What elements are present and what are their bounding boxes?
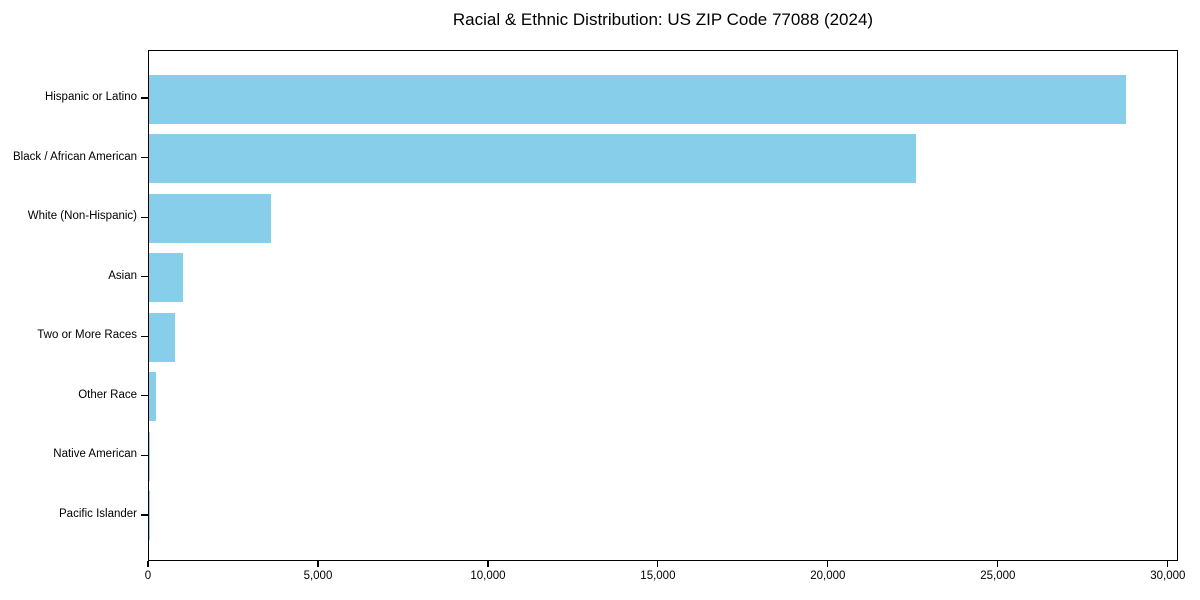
bar-white-non-hispanic	[149, 193, 272, 243]
y-tick-label-native-american: Native American	[53, 448, 137, 461]
x-axis-tick	[1167, 561, 1169, 567]
x-tick-label-30000: 30,000	[1150, 570, 1186, 582]
y-tick-label-asian: Asian	[108, 269, 137, 282]
y-tick-label-black-african-american: Black / African American	[13, 150, 137, 163]
y-tick-label-other-race: Other Race	[78, 388, 137, 401]
bar-asian	[149, 253, 183, 303]
plot-area	[148, 50, 1178, 561]
x-axis-tick	[147, 561, 149, 567]
x-axis-tick	[997, 561, 999, 567]
y-axis-tick	[141, 335, 148, 337]
x-tick-label-0: 0	[144, 570, 152, 582]
bar-black-african-american	[149, 134, 916, 184]
x-tick-label-20000: 20,000	[810, 570, 846, 582]
bar-other-race	[149, 372, 156, 422]
y-axis-tick	[141, 97, 148, 99]
y-axis-tick	[141, 514, 148, 516]
x-axis-tick	[317, 561, 319, 567]
bar-two-or-more-races	[149, 312, 176, 362]
y-tick-label-hispanic-or-latino: Hispanic or Latino	[44, 91, 137, 103]
y-axis-tick	[141, 216, 148, 218]
y-axis-tick	[141, 276, 148, 278]
x-tick-label-25000: 25,000	[980, 570, 1016, 582]
x-tick-label-5000: 5,000	[303, 570, 333, 582]
x-axis-tick	[657, 561, 659, 567]
x-axis-tick	[827, 561, 829, 567]
y-axis-tick	[141, 395, 148, 397]
chart-title: Racial & Ethnic Distribution: US ZIP Cod…	[452, 10, 874, 29]
bar-hispanic-or-latino	[149, 74, 1127, 124]
y-tick-label-pacific-islander: Pacific Islander	[59, 507, 137, 520]
bar-native-american	[149, 431, 151, 481]
y-axis-tick	[141, 156, 148, 159]
x-tick-label-10000: 10,000	[470, 570, 506, 582]
x-axis-tick	[487, 561, 489, 567]
x-tick-label-15000: 15,000	[640, 570, 676, 582]
y-tick-label-white-non-hispanic: White (Non-Hispanic)	[27, 210, 137, 223]
y-axis-tick	[141, 454, 148, 456]
y-tick-label-two-or-more-races: Two or More Races	[37, 329, 137, 342]
